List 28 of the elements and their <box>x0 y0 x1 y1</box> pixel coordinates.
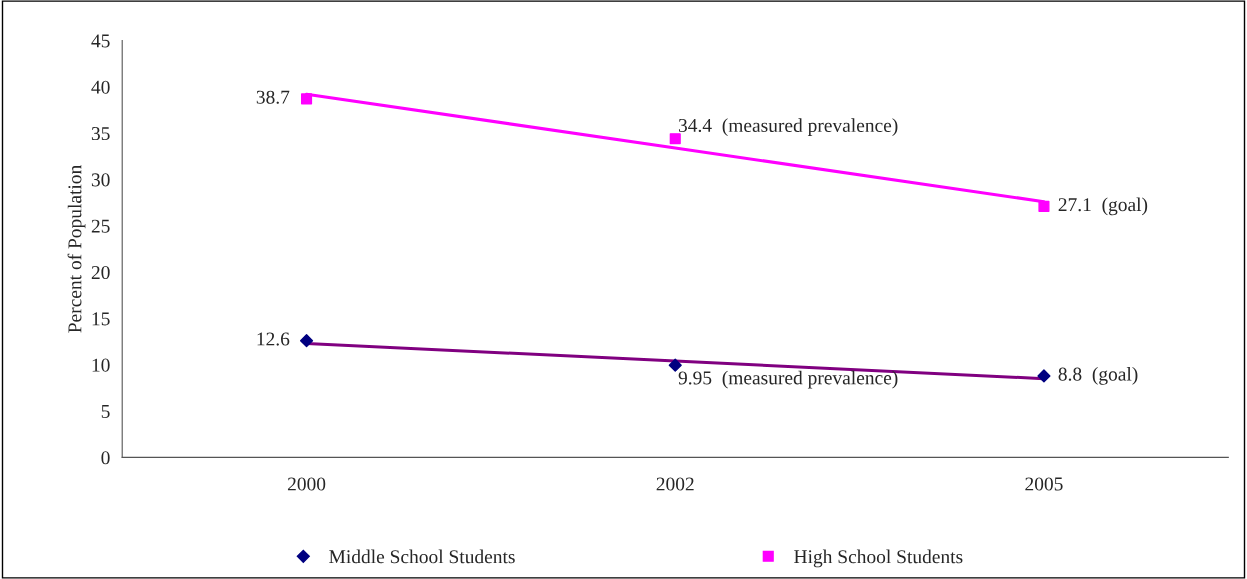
point <box>300 93 313 105</box>
y-tick-label: 5 <box>101 405 110 419</box>
data-label: 8.8 (goal) <box>1058 367 1138 385</box>
legend-label: High School Students <box>794 549 963 568</box>
y-tick-label: 40 <box>91 80 110 94</box>
y-tick-label: 45 <box>91 34 110 48</box>
point <box>669 133 681 145</box>
legend-label: Middle School Students <box>329 549 515 564</box>
data-label: 38.7 <box>256 90 290 104</box>
x-tick-label: 2002 <box>656 477 694 491</box>
data-label: 9.95 (measured prevalence) <box>678 370 898 389</box>
y-tick-label: 0 <box>101 451 110 465</box>
data-label: 27.1 (goal) <box>1058 197 1148 216</box>
point <box>1038 200 1050 212</box>
y-tick-label: 20 <box>91 265 110 280</box>
x-tick-label: 2000 <box>287 477 326 491</box>
x-tick-label: 2005 <box>1025 477 1063 491</box>
y-tick-label: 30 <box>91 173 110 187</box>
y-tick-label: 25 <box>91 219 110 233</box>
point <box>1037 369 1051 383</box>
y-tick-label: 35 <box>91 127 110 141</box>
point <box>668 358 682 372</box>
data-label: 34.4 (measured prevalence) <box>678 118 898 136</box>
y-tick-label: 15 <box>92 312 110 326</box>
y-axis-title: Percent of Population <box>67 165 86 333</box>
y-tick-label: 10 <box>92 358 110 372</box>
point <box>299 334 314 348</box>
data-label: 12.6 <box>257 332 290 346</box>
